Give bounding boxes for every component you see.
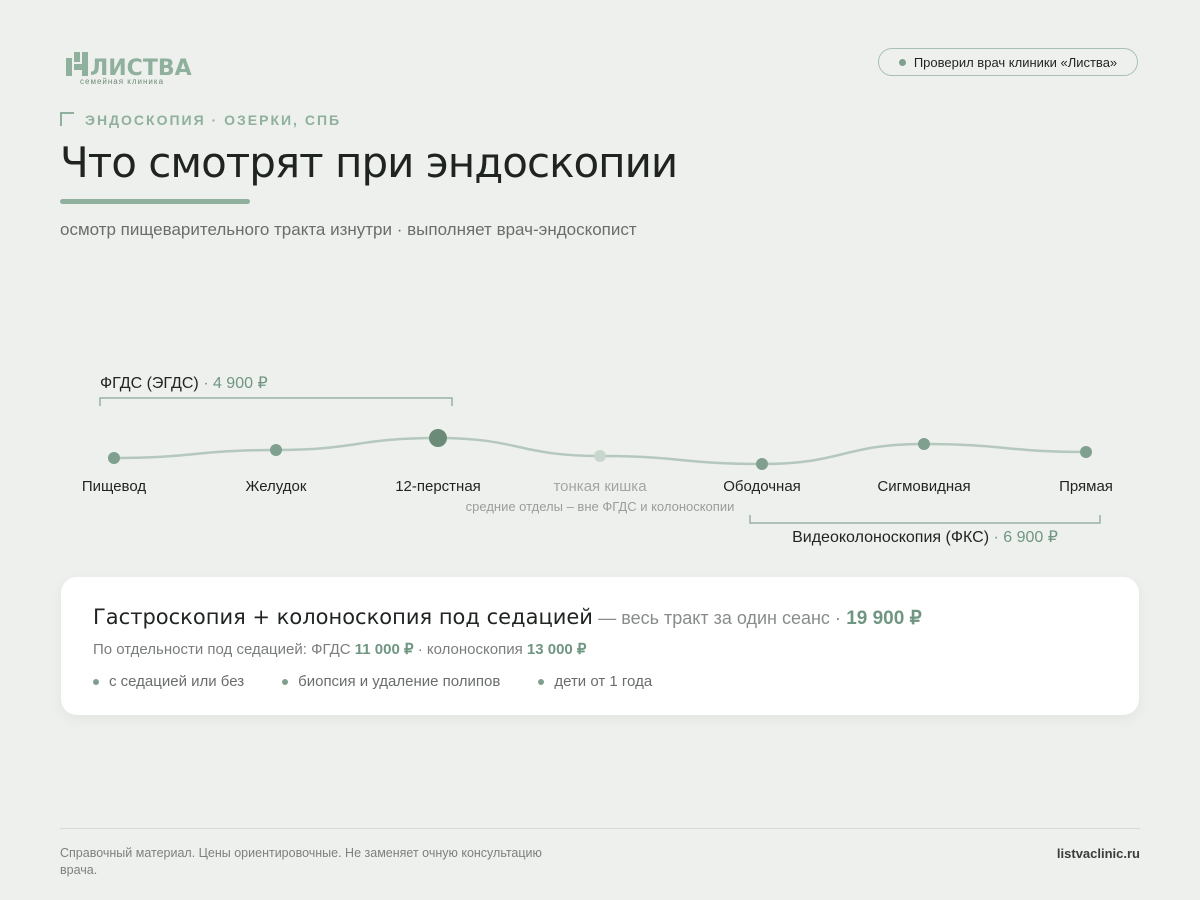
bullet-dot <box>282 678 289 685</box>
fks-price: · 6 900 ₽ <box>993 529 1058 546</box>
node <box>756 458 768 470</box>
upper-bracket <box>99 397 453 406</box>
eyebrow: ЭНДОСКОПИЯ · ОЗЕРКИ, СПБ <box>85 112 342 128</box>
card-bullets: с седацией или без биопсия и удаление пол… <box>93 673 652 690</box>
eyebrow-corner <box>60 112 74 126</box>
card: Гастроскопия + колоноскопия под седацией… <box>61 577 1139 715</box>
fgds-name: ФГДС (ЭГДС) <box>100 375 199 392</box>
footer-rule <box>60 828 1140 829</box>
bullet-dot <box>93 678 99 685</box>
badge-text: Проверил врач клиники «Листва» <box>913 54 1118 70</box>
bullet-text: с седацией или без <box>109 673 245 690</box>
separate-mid: · колоноскопия <box>417 641 523 658</box>
disclaimer: Справочный материал. Цены ориентировочны… <box>60 846 542 877</box>
node-label: Желудок <box>246 478 307 495</box>
node-label: Пищевод <box>82 478 146 495</box>
separate-price-1: 11 000 ₽ <box>354 641 414 658</box>
card-separate: По отдельности под седацией: ФГДС 11 000… <box>93 640 586 658</box>
node-label: Прямая <box>1059 478 1113 495</box>
note: средние отделы – вне ФГДС и колоноскопии <box>465 499 735 514</box>
separate-price-2: 13 000 ₽ <box>526 641 587 658</box>
bullet-text: дети от 1 года <box>554 673 653 690</box>
fgds-price: · 4 900 ₽ <box>203 375 268 392</box>
node <box>594 450 606 462</box>
card-price: 19 900 ₽ <box>846 608 922 629</box>
bullet-text: биопсия и удаление полипов <box>298 673 501 690</box>
badge: Проверил врач клиники «Листва» <box>878 48 1138 76</box>
diagram: Пищевод Желудок 12-перстная тонкая кишка Обо… <box>82 397 1113 524</box>
node <box>108 452 120 464</box>
upper-label: ФГДС (ЭГДС) · 4 900 ₽ <box>100 373 268 393</box>
node <box>1080 446 1092 458</box>
title: Что смотрят при эндоскопии <box>60 138 678 187</box>
bullet: биопсия и удаление полипов <box>282 673 500 690</box>
fks-name: Видеоколоноскопия (ФКС) <box>792 529 990 546</box>
subtitle: осмотр пищеварительного тракта изнутри ·… <box>60 220 637 239</box>
logo-name: ЛИСТВА <box>90 56 192 81</box>
card-title-suffix: — весь тракт за один сеанс · <box>598 608 841 628</box>
bullet: дети от 1 года <box>538 673 652 690</box>
bullet: с седацией или без <box>93 673 244 690</box>
lower-label: Видеоколоноскопия (ФКС) · 6 900 ₽ <box>750 527 1100 547</box>
badge-dot <box>898 58 906 66</box>
node-label: тонкая кишка <box>553 478 647 495</box>
node-label: Ободочная <box>723 478 801 495</box>
logo-icon <box>66 52 88 76</box>
bullet-dot <box>538 678 545 685</box>
card-title-line: Гастроскопия + колоноскопия под седацией… <box>93 605 922 630</box>
node <box>429 429 447 447</box>
separate-prefix: По отдельности под седацией: ФГДС <box>93 641 351 658</box>
title-underline <box>60 199 250 204</box>
lower-bracket <box>749 515 1101 524</box>
node <box>270 444 282 456</box>
node <box>918 438 930 450</box>
card-title: Гастроскопия + колоноскопия под седацией <box>93 605 593 629</box>
node-label: Сигмовидная <box>877 478 970 495</box>
logo-tagline: семейная клиника <box>80 77 165 86</box>
site: listvaclinic.ru <box>1056 846 1140 861</box>
node-label: 12-перстная <box>395 478 481 495</box>
